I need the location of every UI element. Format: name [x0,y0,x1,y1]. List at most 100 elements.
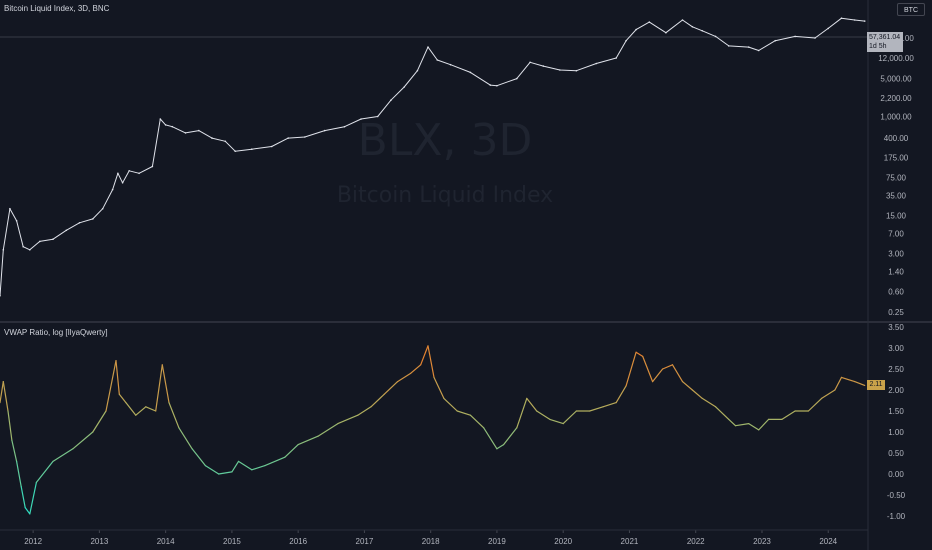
time-axis[interactable]: 2012 2013 2014 2015 2016 2017 2018 2019 2020 2021… [24,537,837,546]
ratio-segment [105,360,117,412]
ratio-segment [52,448,74,462]
time-tick-label: 2021 [621,537,639,546]
price-axis[interactable]: 28,000.0012,000.005,000.002,200.001,000.… [878,34,914,317]
time-tick-label: 2024 [819,537,837,546]
price-point [376,115,379,118]
price-pane[interactable] [0,17,866,297]
ratio-pane[interactable] [0,345,866,515]
ratio-segment [125,402,137,416]
ratio-segment [651,368,664,383]
price-point [270,145,273,148]
ratio-segment [483,427,498,450]
ratio-segment [2,381,9,412]
price-point [814,37,816,39]
ratio-segment [496,444,505,450]
ratio-segment [615,385,627,404]
price-tick-label: 3.00 [888,249,904,258]
ratio-segment [204,465,220,475]
ratio-segment [35,460,54,483]
ratio-segment [562,410,578,425]
ratio-segment [297,435,319,446]
price-point [489,84,492,86]
ratio-segment [115,360,120,395]
ratio-tick-label: 3.50 [888,323,904,332]
time-tick-label: 2012 [24,537,42,546]
price-point [559,69,561,71]
ratio-segment [714,406,730,420]
time-tick-label: 2023 [753,537,771,546]
price-point [625,39,627,42]
price-tick-label: 0.60 [888,287,904,296]
price-point [681,19,684,21]
ratio-segment [681,381,694,391]
ratio-segment [549,418,564,425]
price-point [648,21,651,23]
price-tick-label: 2,200.00 [880,94,912,103]
watermark-symbol: BLX, 3D [358,115,533,166]
price-point [2,249,5,251]
ratio-segment [625,351,637,387]
ratio-segment [635,351,644,357]
symbol-button[interactable]: BTC [897,3,925,16]
ratio-segment [145,406,157,412]
time-tick-label: 2022 [687,537,705,546]
ratio-segment [168,402,180,429]
ratio-segment [337,414,359,425]
price-point [9,207,11,210]
price-point [691,26,694,28]
ratio-segment [92,410,107,433]
price-tick-label: 12,000.00 [878,54,914,63]
price-point [159,118,162,120]
price-point [78,222,81,224]
ratio-segment [383,381,399,395]
price-point [287,137,290,139]
ratio-segment [854,381,866,386]
ratio-tick-label: 2.00 [888,386,904,395]
ratio-segment [433,376,445,399]
ratio-segment [443,397,458,412]
price-point [427,46,429,48]
price-point [728,45,730,47]
ratio-segment [218,471,233,475]
ratio-tick-label: -1.00 [887,512,906,521]
time-tick-label: 2020 [554,537,572,546]
price-point [714,35,717,38]
ratio-segment [7,410,13,441]
ratio-tick-label: 2.50 [888,365,904,374]
time-tick-label: 2018 [422,537,440,546]
price-point [171,125,174,128]
price-point [151,165,154,168]
price-point [323,129,326,132]
time-tick-label: 2016 [289,537,307,546]
price-tick-label: 1,000.00 [880,113,912,122]
ratio-segment [781,410,796,420]
main-chart-title[interactable]: Bitcoin Liquid Index, 3D, BNC [4,4,110,13]
price-point [635,28,637,31]
price-point [128,170,130,172]
price-point [304,136,306,138]
price-point [774,39,776,42]
watermark-name: Bitcoin Liquid Index [337,183,553,208]
price-point [39,240,41,243]
price-tick-label: 0.25 [888,308,904,317]
price-point [615,57,617,59]
ratio-tick-label: 1.50 [888,407,904,416]
ratio-segment [237,460,253,471]
indicator-title[interactable]: VWAP Ratio, log [IlyaQwerty] [4,328,108,337]
ratio-segment [284,444,299,458]
ratio-segment [317,423,339,437]
ratio-segment [118,393,127,404]
ratio-segment [264,456,286,467]
last-price-label: 57,361.04 1d 5h [867,32,903,52]
price-point [234,150,236,152]
price-tick-label: 400.00 [884,134,909,143]
ratio-segment [20,486,26,509]
ratio-segment [397,372,412,383]
ratio-segment [420,345,429,366]
price-point [184,132,187,134]
ratio-segment [29,481,38,515]
ratio-segment [642,355,654,383]
price-point [827,27,829,30]
ratio-axis[interactable]: 3.50 3.00 2.50 2.00 1.50 1.00 0.50 0.00 -0.50 -1.… [887,323,906,521]
